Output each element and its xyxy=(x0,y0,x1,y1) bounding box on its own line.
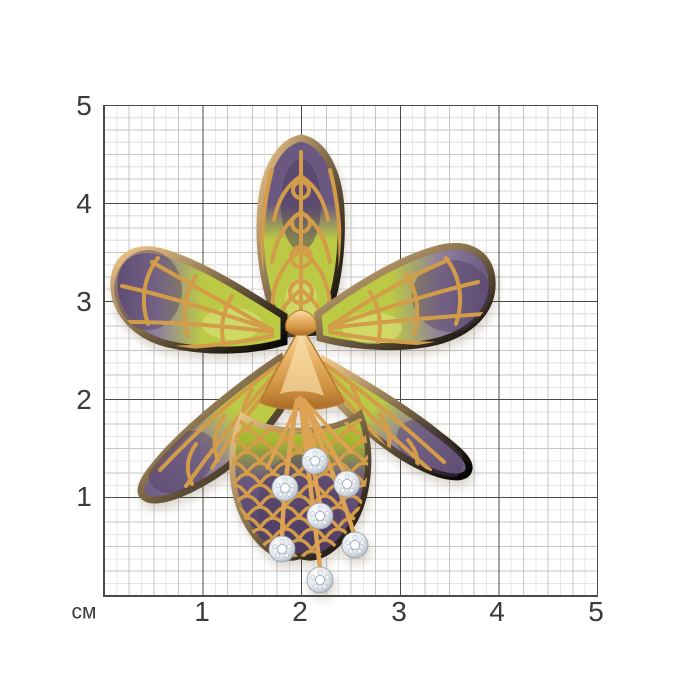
diamond-cluster xyxy=(306,566,334,594)
ruler-x-label-2: 2 xyxy=(292,596,308,627)
petal-upper-right xyxy=(318,247,492,347)
diamond-cluster xyxy=(271,474,299,502)
ruler-unit-label: см xyxy=(71,600,97,624)
diamond-cluster xyxy=(306,502,334,530)
ruler-x-label-5: 5 xyxy=(588,596,604,627)
ruler-y-label-2: 2 xyxy=(76,384,92,415)
ruler-x-label-4: 4 xyxy=(489,596,505,627)
flower-center-cone xyxy=(259,309,345,411)
diamond-cluster xyxy=(268,535,296,563)
ruler-y-label-3: 3 xyxy=(76,286,92,317)
petal-top xyxy=(260,138,341,334)
ruler-y-label-1: 1 xyxy=(76,481,92,512)
stamens xyxy=(265,395,357,571)
diamond-cluster xyxy=(301,447,329,475)
ruler-x-label-3: 3 xyxy=(391,596,407,627)
ruler-x-label-1: 1 xyxy=(194,596,210,627)
diamond-cluster xyxy=(341,531,369,559)
diamond-cluster xyxy=(333,470,361,498)
ruler-y-label-5: 5 xyxy=(76,90,92,121)
petal-upper-left xyxy=(114,250,284,350)
ruler-y-label-4: 4 xyxy=(76,188,92,219)
